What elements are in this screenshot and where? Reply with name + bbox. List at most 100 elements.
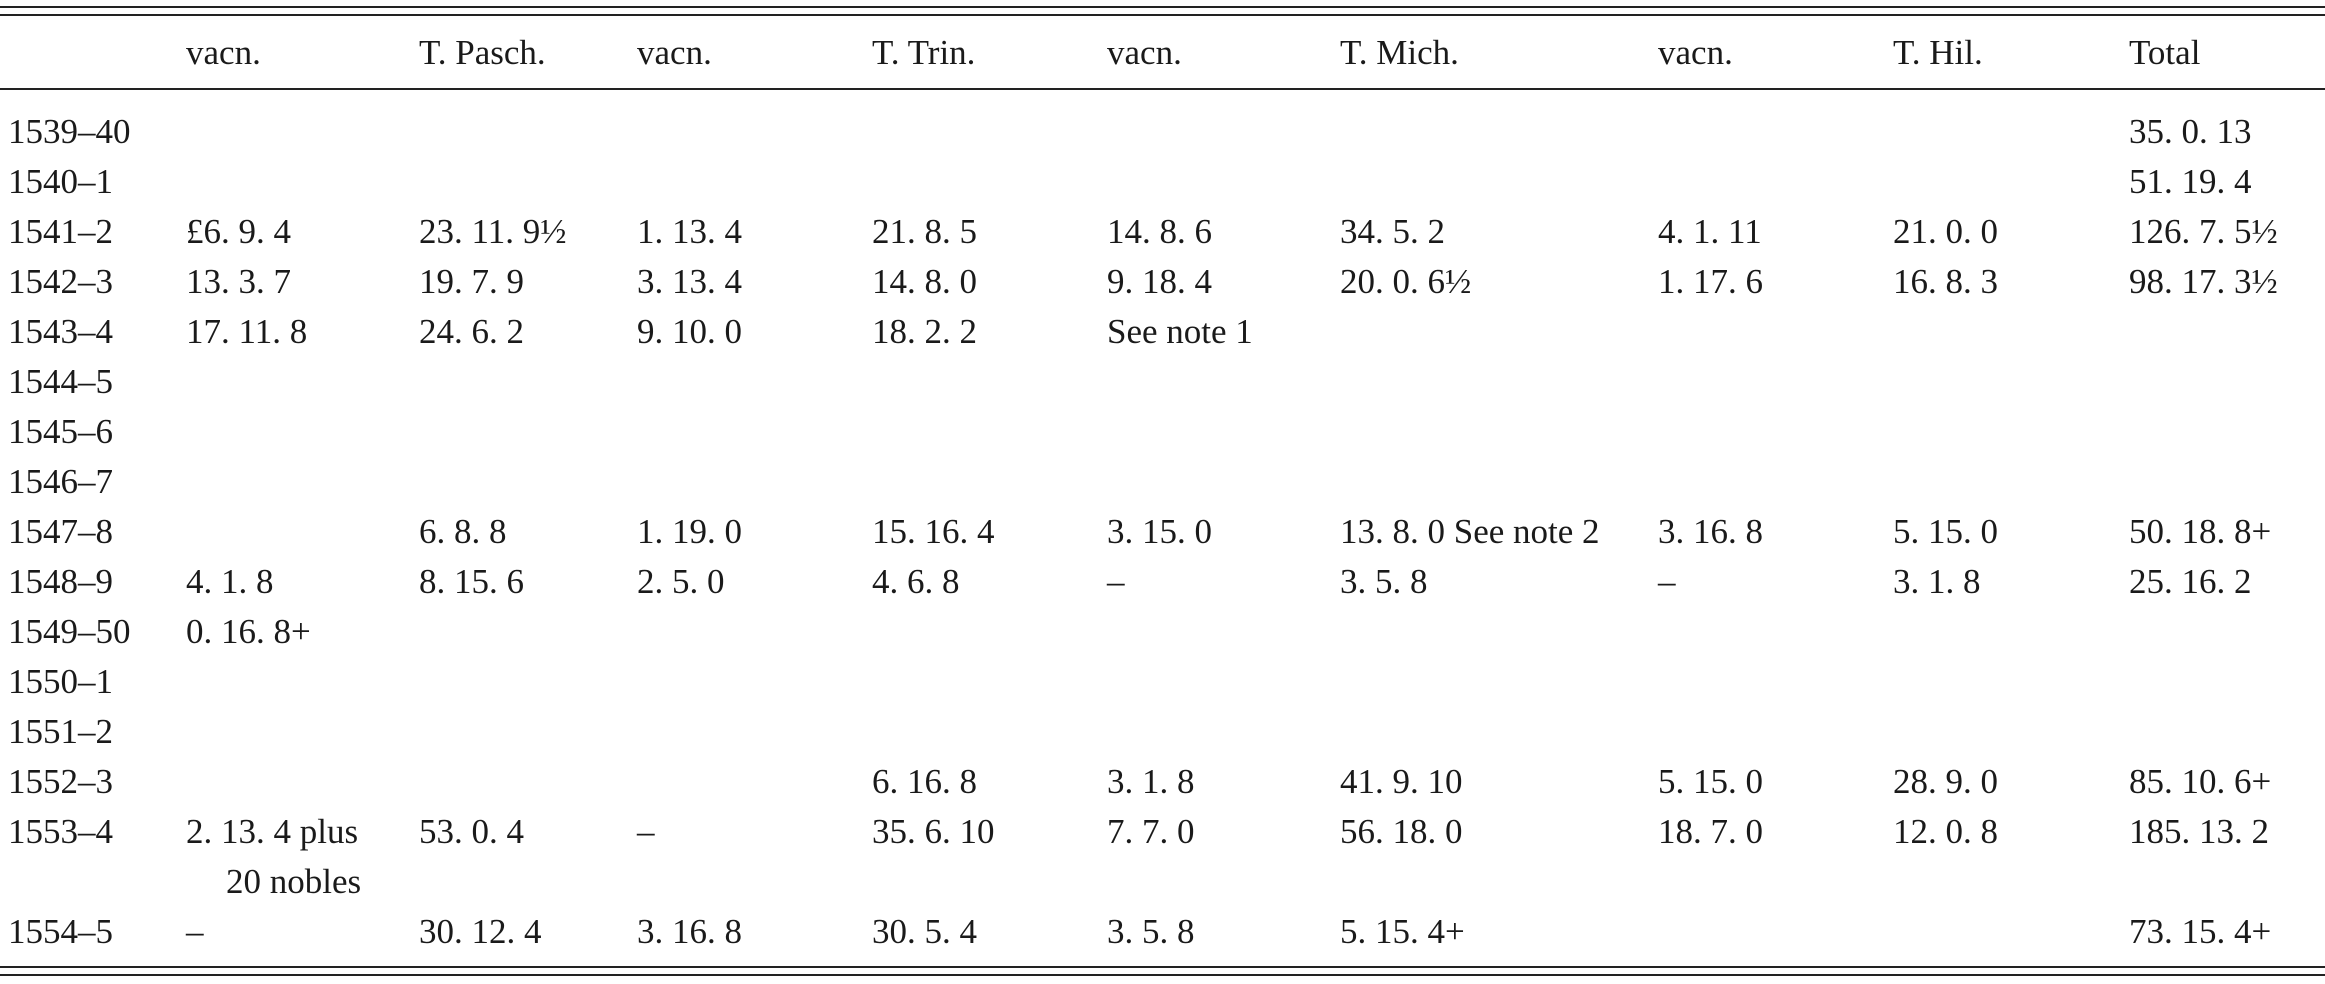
amount-cell: 3. 13. 4 (637, 262, 742, 301)
amount-cell: – (1107, 562, 1125, 601)
amount-cell (1885, 307, 2121, 357)
amount-cell: 4. 6. 8 (872, 562, 960, 601)
table-row: 1554–5 – 30. 12. 4 3. 16. 8 30. 5. 4 3. 5. 8 5… (0, 907, 2325, 957)
amount-cell (1099, 607, 1332, 657)
amount-cell (178, 107, 411, 157)
amount-cell (411, 457, 629, 507)
amount-cell: 12. 0. 8 (1893, 812, 1998, 851)
amount-cell (1332, 457, 1650, 507)
amount-cell (629, 607, 864, 657)
amount-cell (629, 357, 864, 407)
amount-cell (178, 157, 411, 207)
amount-cell (1885, 357, 2121, 407)
amount-cell: 3. 16. 8 (1658, 512, 1763, 551)
amount-cell (1650, 707, 1885, 757)
amount-cell: 30. 12. 4 (419, 912, 542, 951)
header-vacn-1: vacn. (186, 33, 261, 72)
amount-cell (864, 407, 1099, 457)
amount-cell: 21. 8. 5 (872, 212, 977, 251)
amount-cell: 14. 8. 0 (872, 262, 977, 301)
amount-cell (411, 107, 629, 157)
amount-line-1: 2. 13. 4 plus (186, 812, 359, 851)
amount-cell (1099, 407, 1332, 457)
header-row: vacn. T. Pasch. vacn. T. Trin. vacn. T. … (0, 28, 2325, 107)
amount-cell (411, 157, 629, 207)
header-t-trin: T. Trin. (872, 33, 976, 72)
amount-cell: 3. 15. 0 (1107, 512, 1212, 551)
amount-cell: 6. 16. 8 (872, 762, 977, 801)
amount-cell: 35. 6. 10 (872, 812, 995, 851)
amount-cell: – (637, 812, 655, 851)
header-year (0, 28, 178, 107)
amount-cell (2121, 307, 2325, 357)
amount-cell (629, 157, 864, 207)
amount-cell: 9. 18. 4 (1107, 262, 1212, 301)
amount-cell: 5. 15. 4+ (1340, 912, 1465, 951)
amount-cell (1650, 657, 1885, 707)
header-vacn-3: vacn. (1107, 33, 1182, 72)
header-total: Total (2129, 33, 2201, 72)
amount-cell: 23. 11. 9½ (419, 212, 567, 251)
amount-cell: 13. 3. 7 (186, 262, 291, 301)
table-row: 1547–8 6. 8. 8 1. 19. 0 15. 16. 4 3. 15. 0 13… (0, 507, 2325, 557)
amount-cell (1332, 357, 1650, 407)
table-row: 1540–1 51. 19. 4 (0, 157, 2325, 207)
bottom-double-rule (0, 966, 2325, 976)
amount-cell: 7. 7. 0 (1107, 812, 1195, 851)
amount-cell (1650, 457, 1885, 507)
amount-cell (1332, 607, 1650, 657)
top-double-rule (0, 6, 2325, 16)
amount-cell (178, 357, 411, 407)
amount-cell: See note 1 (1107, 312, 1253, 351)
amount-cell: 1. 13. 4 (637, 212, 742, 251)
header-t-pasch: T. Pasch. (419, 33, 546, 72)
amount-cell (1099, 357, 1332, 407)
amount-cell: 2. 13. 4 plus 20 nobles (178, 807, 411, 907)
amount-cell: 1. 17. 6 (1658, 262, 1763, 301)
amount-cell (411, 657, 629, 707)
year-cell: 1552–3 (8, 762, 113, 801)
amount-cell: 21. 0. 0 (1893, 212, 1998, 251)
amount-cell (2121, 657, 2325, 707)
amount-cell: 9. 10. 0 (637, 312, 742, 351)
table-row: 1550–1 (0, 657, 2325, 707)
amount-cell: 73. 15. 4+ (2129, 912, 2272, 951)
year-cell: 1543–4 (8, 312, 113, 351)
amount-cell: 3. 5. 8 (1340, 562, 1428, 601)
amount-cell (1650, 157, 1885, 207)
year-cell: 1554–5 (8, 912, 113, 951)
amount-cell (1332, 707, 1650, 757)
year-cell: 1549–50 (8, 612, 131, 651)
amount-cell (1650, 107, 1885, 157)
header-t-mich: T. Mich. (1340, 33, 1459, 72)
amount-cell (178, 457, 411, 507)
year-cell: 1550–1 (8, 662, 113, 701)
header-vacn-4: vacn. (1658, 33, 1733, 72)
amount-cell: 126. 7. 5½ (2129, 212, 2278, 251)
amount-cell (864, 107, 1099, 157)
amount-cell (1332, 307, 1650, 357)
amount-cell: 41. 9. 10 (1340, 762, 1463, 801)
amount-cell (2121, 457, 2325, 507)
amount-cell: 24. 6. 2 (419, 312, 524, 351)
amount-cell (1332, 407, 1650, 457)
table-row: 1542–3 13. 3. 7 19. 7. 9 3. 13. 4 14. 8. 0 9.… (0, 257, 2325, 307)
amount-cell (411, 607, 629, 657)
year-cell: 1541–2 (8, 212, 113, 251)
amount-cell (2121, 707, 2325, 757)
amount-cell: 3. 1. 8 (1893, 562, 1981, 601)
amount-cell: 19. 7. 9 (419, 262, 524, 301)
amount-cell: 85. 10. 6+ (2129, 762, 2272, 801)
amount-cell (2121, 407, 2325, 457)
amount-cell (411, 707, 629, 757)
table-row: 1543–4 17. 11. 8 24. 6. 2 9. 10. 0 18. 2. 2 S… (0, 307, 2325, 357)
year-cell: 1545–6 (8, 412, 113, 451)
amount-cell: 35. 0. 13 (2129, 112, 2252, 151)
amount-cell: 5. 15. 0 (1658, 762, 1763, 801)
amount-cell (1650, 907, 1885, 957)
amount-cell (629, 457, 864, 507)
amount-cell (1099, 157, 1332, 207)
year-cell: 1548–9 (8, 562, 113, 601)
table-row: 1549–50 0. 16. 8+ (0, 607, 2325, 657)
amount-cell (864, 657, 1099, 707)
